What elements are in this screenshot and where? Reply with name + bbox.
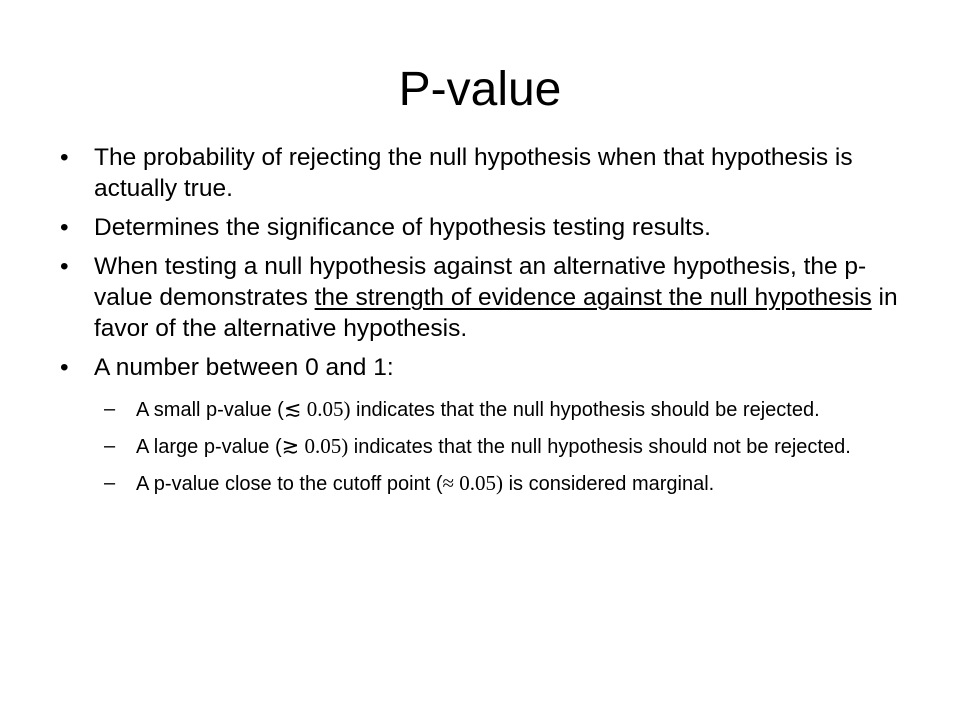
sub-text-after: indicates that the null hypothesis shoul… xyxy=(350,399,820,421)
math-expression: ≳ 0.05) xyxy=(281,434,349,458)
sub-bullet-marker: – xyxy=(104,435,116,457)
bullet-text-before: When testing a null hypothesis against a… xyxy=(94,253,867,311)
bullet-item-significance: • Determines the significance of hypothe… xyxy=(56,212,916,243)
bullet-text: A number between 0 and 1: xyxy=(94,354,394,381)
bullet-marker: • xyxy=(60,214,69,241)
bullet-marker: • xyxy=(60,354,69,381)
bullet-item-definition: • The probability of rejecting the null … xyxy=(56,142,916,204)
sub-bullet-marker: – xyxy=(104,472,116,494)
sub-bullet-marker: – xyxy=(104,398,116,420)
bullet-marker: • xyxy=(60,253,69,280)
sub-text-before: A large p-value ( xyxy=(136,436,282,458)
math-expression: ≲ 0.05) xyxy=(283,397,351,421)
sub-bullet-list: – A small p-value (≲ 0.05) indicates tha… xyxy=(56,395,878,498)
sub-text-before: A p-value close to the cutoff point ( xyxy=(136,473,443,495)
math-expression: ≈ 0.05) xyxy=(442,471,504,495)
bullet-text-underlined: the strength of evidence against the nul… xyxy=(314,284,872,311)
sub-text-after: indicates that the null hypothesis shoul… xyxy=(348,436,851,458)
bullet-list: • The probability of rejecting the null … xyxy=(56,142,916,506)
sub-item-large-p-value: – A large p-value (≳ 0.05) indicates tha… xyxy=(56,432,936,461)
sub-text-before: A small p-value ( xyxy=(136,399,284,421)
bullet-item-range: • A number between 0 and 1: – A small p-… xyxy=(56,352,916,498)
bullet-text: Determines the significance of hypothesi… xyxy=(94,214,711,241)
sub-item-small-p-value: – A small p-value (≲ 0.05) indicates tha… xyxy=(56,395,936,424)
slide-title: P-value xyxy=(398,63,562,116)
bullet-item-strength-of-evidence: • When testing a null hypothesis against… xyxy=(56,251,916,344)
sub-text-after: is considered marginal. xyxy=(503,473,715,495)
bullet-text-after: in favor of the alternative hypothesis. xyxy=(94,284,898,342)
bullet-marker: • xyxy=(60,144,69,171)
sub-item-marginal-p-value: – A p-value close to the cutoff point (≈… xyxy=(56,469,936,498)
bullet-text: The probability of rejecting the null hy… xyxy=(94,144,853,202)
